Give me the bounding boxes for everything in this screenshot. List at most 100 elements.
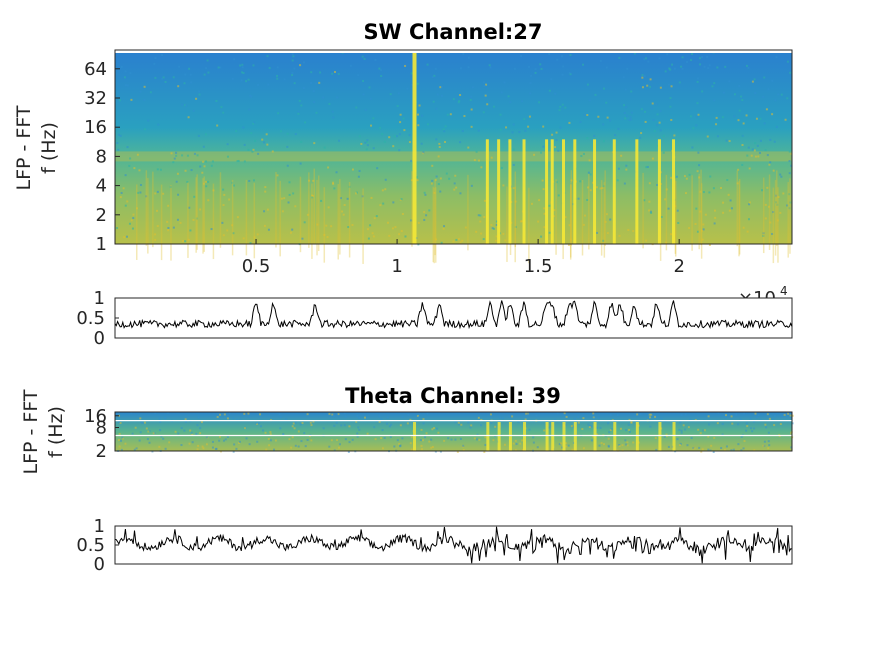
theta-noise [588, 424, 591, 427]
sw-stripe [569, 182, 572, 258]
theta-noise [556, 412, 559, 415]
theta-noise [233, 443, 236, 446]
sw-stripe [337, 183, 339, 260]
sw-stripe [152, 171, 154, 248]
theta-noise [168, 441, 171, 444]
theta-noise [731, 422, 734, 425]
theta-noise [124, 442, 127, 445]
theta-noise [117, 439, 120, 442]
sw-stripe [196, 174, 198, 250]
theta-noise [269, 433, 272, 436]
theta-noise [409, 442, 412, 445]
theta-noise [195, 432, 198, 435]
theta-noise [310, 439, 313, 442]
theta-noise [596, 426, 599, 429]
sw-stripe [317, 175, 320, 252]
theta-noise [338, 446, 341, 449]
theta-noise [351, 438, 354, 441]
theta-noise [274, 439, 277, 442]
theta-noise [238, 440, 241, 443]
theta-noise [740, 449, 743, 452]
theta-noise [432, 427, 435, 430]
theta-noise [698, 446, 701, 449]
theta-noise [686, 444, 689, 447]
sw-trace-plot: 00.51 [76, 288, 793, 349]
theta-noise [299, 423, 302, 426]
theta-noise [232, 450, 235, 453]
theta-noise [712, 450, 715, 453]
theta-noise [654, 437, 657, 440]
theta-noise [790, 446, 793, 449]
theta-noise [159, 429, 162, 432]
theta-noise [262, 429, 265, 432]
theta-noise [294, 444, 297, 447]
theta-noise [723, 448, 726, 451]
theta-noise [767, 440, 770, 443]
sw-stripe [514, 171, 517, 248]
theta-trace-ytick-label: 0.5 [76, 535, 105, 556]
theta-noise [304, 445, 307, 448]
theta-noise [717, 412, 720, 415]
theta-noise [205, 436, 208, 439]
theta-noise [592, 412, 595, 415]
theta-noise [764, 423, 767, 426]
theta-noise [226, 417, 229, 420]
theta-noise [462, 444, 465, 447]
theta-noise [269, 431, 272, 434]
theta-noise [543, 429, 546, 432]
theta-noise [199, 432, 202, 435]
theta-noise [322, 427, 325, 430]
theta-noise [218, 435, 221, 438]
theta-noise [636, 413, 639, 416]
theta-noise [596, 433, 599, 436]
theta-noise [420, 444, 423, 447]
theta-noise [713, 436, 716, 439]
theta-noise [269, 439, 272, 442]
theta-burst [573, 422, 577, 451]
theta-noise [735, 413, 738, 416]
theta-noise [120, 448, 123, 451]
theta-burst [658, 422, 662, 451]
theta-noise [279, 427, 282, 430]
theta-noise [122, 437, 125, 440]
sw-trace-ytick-label: 1 [94, 288, 105, 309]
sw-stripe [313, 168, 316, 245]
theta-burst [672, 422, 676, 451]
theta-noise [180, 427, 183, 430]
theta-noise [745, 422, 748, 425]
sw-stripe [674, 178, 677, 254]
theta-noise [454, 438, 457, 441]
sw-stripe [323, 187, 326, 263]
theta-noise [347, 450, 350, 453]
theta-noise [737, 443, 740, 446]
theta-noise [665, 433, 668, 436]
theta-noise [737, 423, 740, 426]
theta-noise [363, 416, 366, 419]
theta-noise [278, 413, 281, 416]
theta-noise [592, 416, 595, 419]
sw-stripe [603, 182, 606, 258]
sw-stripe [581, 179, 584, 256]
theta-noise [768, 417, 771, 420]
theta-noise [227, 415, 230, 418]
theta-noise [484, 443, 487, 446]
theta-noise [754, 412, 757, 415]
theta-noise [197, 444, 200, 447]
sw-stripe [698, 173, 700, 250]
sw-ytick-label: 16 [84, 117, 107, 138]
theta-noise [409, 418, 412, 421]
theta-noise [577, 421, 580, 424]
theta-noise [348, 425, 351, 428]
theta-noise [598, 444, 601, 447]
theta-burst [635, 422, 639, 451]
theta-noise [512, 442, 515, 445]
theta-noise [743, 440, 746, 443]
theta-ytick-label: 2 [96, 441, 107, 462]
theta-noise [135, 447, 138, 450]
theta-noise [625, 443, 628, 446]
sw-stripe [231, 179, 234, 256]
theta-burst [593, 422, 597, 451]
theta-noise [378, 420, 381, 423]
sw-trace-ytick-label: 0.5 [76, 308, 105, 329]
sw-stripe [736, 170, 739, 247]
